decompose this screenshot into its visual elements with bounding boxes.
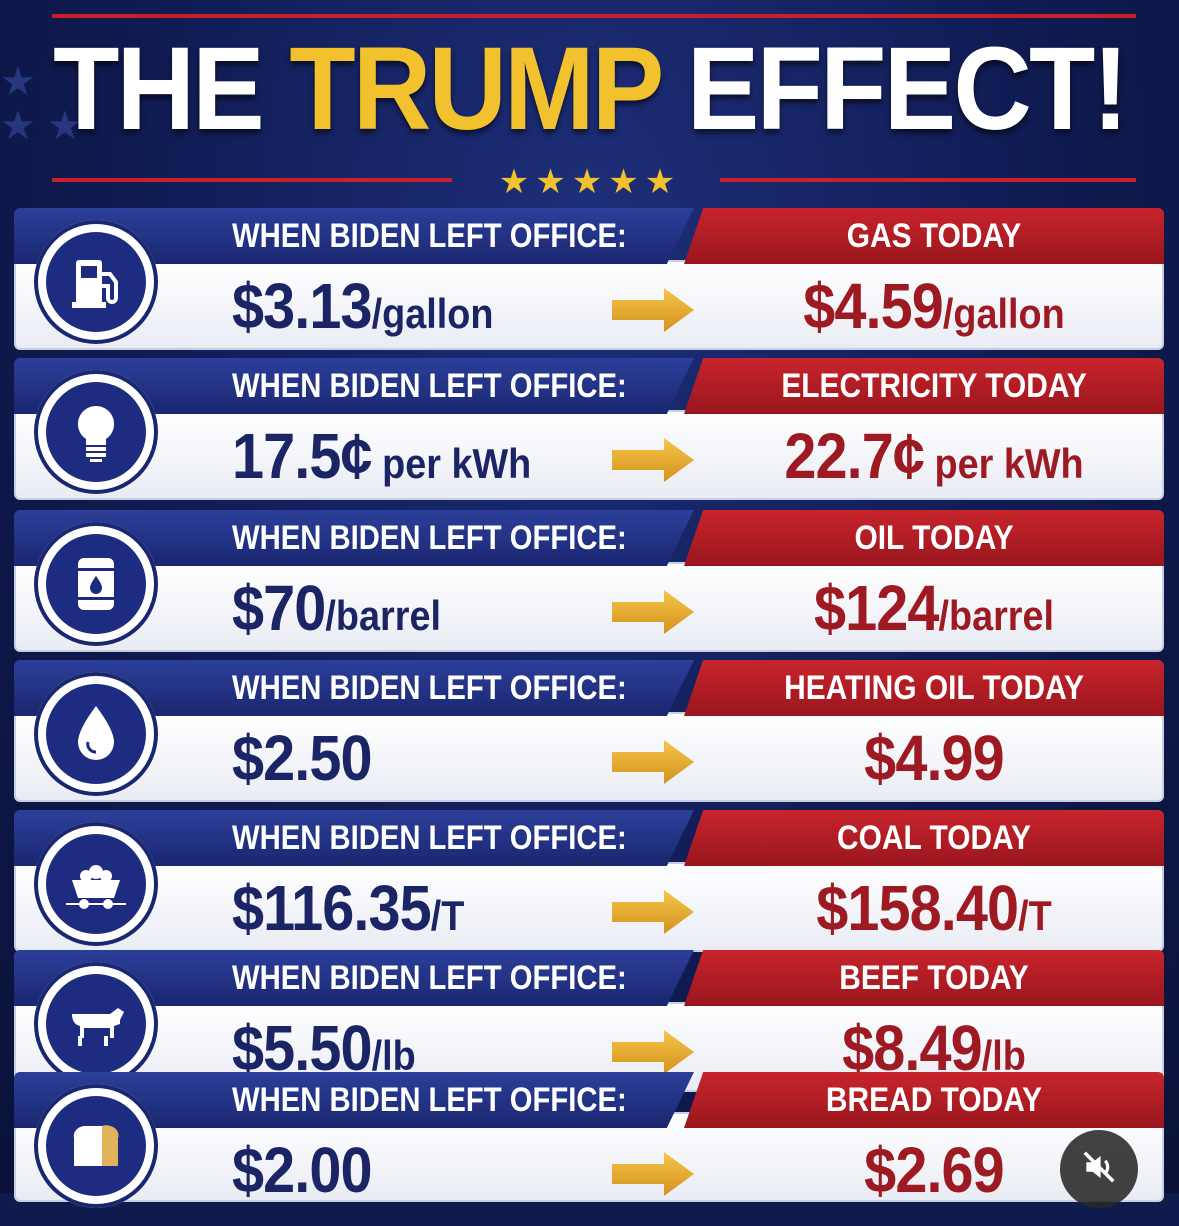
left-value: $2.50 [232,720,574,814]
bread-icon [73,1125,119,1166]
right-arrow-icon [612,1152,694,1196]
right-value: 22.7¢ per kWh [736,418,1132,512]
right-label: COAL TODAY [837,819,1031,857]
row-icon-badge [34,962,158,1086]
gas-pump-icon [72,260,118,308]
title-post: EFFECT! [686,23,1129,155]
right-value: $4.99 [736,720,1132,814]
right-unit: per kWh [924,440,1084,487]
row-icon-badge [34,672,158,796]
left-label: WHEN BIDEN LEFT OFFICE: [232,669,627,707]
row-right-header-band [684,950,1164,1006]
row-icon-badge [34,370,158,494]
row-right-header-band [684,510,1164,566]
left-label: WHEN BIDEN LEFT OFFICE: [232,959,627,997]
coal-cart-icon [66,865,126,909]
light-bulb-icon [77,405,115,462]
right-price: $2.69 [864,1134,1005,1206]
right-underline-rule [720,178,1136,182]
left-label: WHEN BIDEN LEFT OFFICE: [232,217,627,255]
star-rating-decoration: ★★★★★ [498,163,682,201]
mute-button[interactable] [1060,1130,1138,1208]
right-arrow-icon [612,288,694,332]
row-right-header-band [684,810,1164,866]
right-label: OIL TODAY [854,519,1014,557]
left-label: WHEN BIDEN LEFT OFFICE: [232,367,627,405]
left-price: 17.5¢ [232,420,373,492]
comparison-row: WHEN BIDEN LEFT OFFICE: BREAD TODAY $2.0… [14,1072,1164,1208]
row-right-header-band [684,660,1164,716]
row-right-header-band [684,358,1164,414]
title-pre: THE [53,23,265,155]
right-arrow-icon [612,438,694,482]
top-rule [52,14,1136,18]
right-unit: /barrel [938,592,1055,639]
right-label: BEEF TODAY [839,959,1029,997]
row-icon-badge [34,220,158,344]
right-price: 22.7¢ [784,420,925,492]
row-right-header-band [684,1072,1164,1128]
right-value: $124/barrel [736,570,1132,664]
comparison-row: WHEN BIDEN LEFT OFFICE: BEEF TODAY $5.50… [14,950,1164,1092]
left-unit: /barrel [325,592,441,639]
right-price: $158.40 [816,872,1019,944]
left-label: WHEN BIDEN LEFT OFFICE: [232,1081,627,1119]
left-underline-rule [52,178,452,182]
left-price: $3.13 [232,270,373,342]
right-arrow-icon [612,890,694,934]
page-title: THE TRUMP EFFECT! [47,14,1132,164]
left-value: $2.00 [232,1132,574,1226]
row-icon-badge [34,822,158,946]
comparison-row: WHEN BIDEN LEFT OFFICE: OIL TODAY $70/ba… [14,510,1164,652]
right-label: BREAD TODAY [825,1081,1043,1119]
left-unit: /T [430,892,465,939]
left-unit: per kWh [371,440,532,487]
flag-stars-decoration: ★ ★ ★ [0,60,83,148]
row-icon-badge [34,1084,158,1208]
right-price: $4.99 [864,722,1005,794]
left-price: $70 [232,572,326,644]
comparison-row: WHEN BIDEN LEFT OFFICE: HEATING OIL TODA… [14,660,1164,802]
right-arrow-icon [612,740,694,784]
row-right-header-band [684,208,1164,264]
oil-drop-icon [78,706,114,760]
title-highlight: TRUMP [289,23,662,155]
left-value: $70/barrel [232,570,574,664]
left-label: WHEN BIDEN LEFT OFFICE: [232,819,627,857]
left-price: $116.35 [232,872,432,944]
right-arrow-icon [612,1030,694,1074]
right-unit: /T [1018,892,1052,939]
cow-icon [72,1008,124,1046]
left-label: WHEN BIDEN LEFT OFFICE: [232,519,627,557]
right-arrow-icon [612,590,694,634]
row-icon-badge [34,522,158,646]
left-price: $2.50 [232,722,373,794]
right-price: $4.59 [803,270,944,342]
right-unit: /lb [981,1032,1026,1079]
left-value: $3.13/gallon [232,268,574,362]
right-label: ELECTRICITY TODAY [781,367,1087,405]
left-unit: /gallon [371,290,494,337]
comparison-row: WHEN BIDEN LEFT OFFICE: COAL TODAY $116.… [14,810,1164,952]
comparison-row: WHEN BIDEN LEFT OFFICE: GAS TODAY $3.13/… [14,208,1164,350]
right-label: HEATING OIL TODAY [784,669,1084,707]
right-label: GAS TODAY [846,217,1022,255]
muted-speaker-icon [1083,1151,1115,1183]
right-price: $124 [813,572,939,644]
right-value: $4.59/gallon [736,268,1132,362]
comparison-row: WHEN BIDEN LEFT OFFICE: ELECTRICITY TODA… [14,358,1164,500]
oil-barrel-icon [78,558,114,610]
left-price: $2.00 [232,1134,373,1206]
right-unit: /gallon [942,290,1065,337]
left-unit: /lb [371,1032,416,1079]
left-value: 17.5¢ per kWh [232,418,574,512]
left-value: $116.35/T [232,870,574,964]
right-value: $158.40/T [736,870,1132,964]
